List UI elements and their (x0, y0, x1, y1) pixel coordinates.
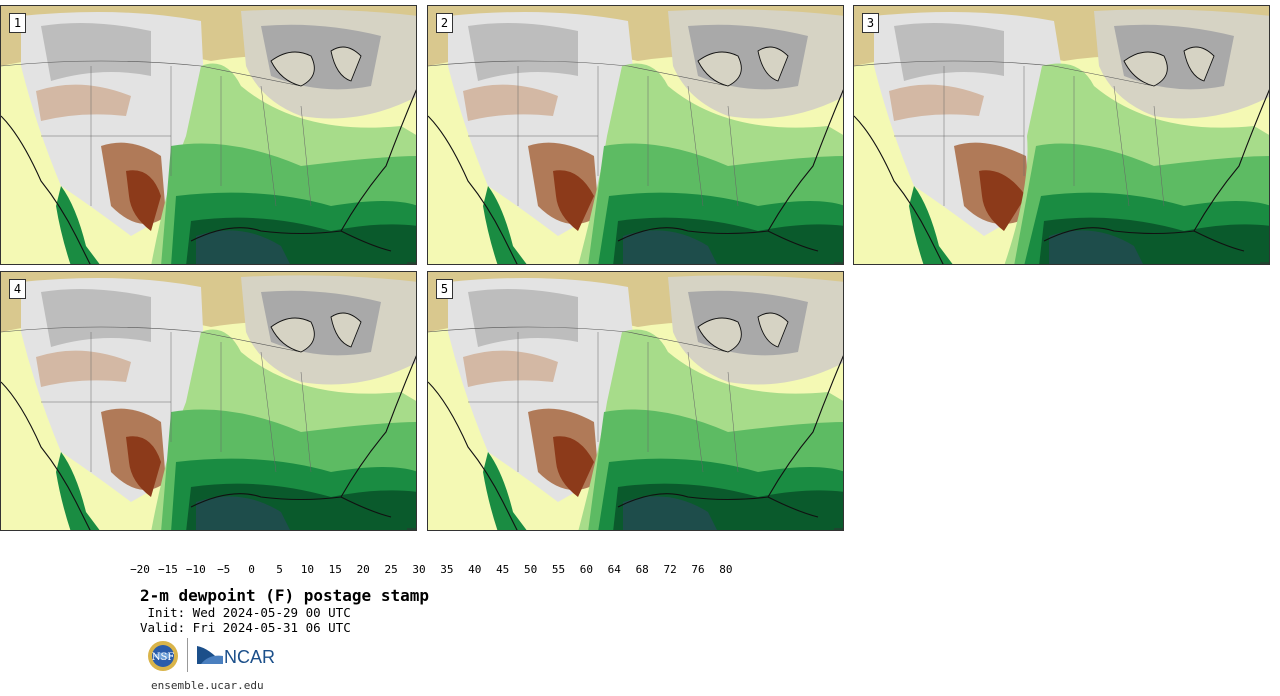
figure-title: 2-m dewpoint (F) postage stamp (140, 586, 429, 605)
valid-time: Valid: Fri 2024-05-31 06 UTC (140, 620, 351, 635)
colorbar-tick-label: 5 (276, 563, 283, 576)
member-number: 5 (436, 279, 453, 299)
ensemble-member-map: 5 (427, 271, 844, 531)
dewpoint-map (428, 272, 843, 530)
member-number: 2 (436, 13, 453, 33)
dewpoint-map (854, 6, 1269, 264)
ensemble-member-map: 4 (0, 271, 417, 531)
colorbar-tick-label: 25 (384, 563, 398, 576)
colorbar-tick-label: 50 (523, 563, 538, 576)
colorbar-tick-label: −5 (217, 563, 231, 576)
colorbar-tick-label: 40 (468, 563, 482, 576)
colorbar-tick-label: 60 (579, 563, 594, 576)
colorbar-tick-label: 35 (440, 563, 454, 576)
ensemble-member-map: 1 (0, 5, 417, 265)
logo-divider (187, 638, 188, 672)
dewpoint-map (1, 6, 416, 264)
member-number: 3 (862, 13, 879, 33)
dewpoint-map (428, 6, 843, 264)
ensemble-member-map: 3 (853, 5, 1270, 265)
member-number: 4 (9, 279, 26, 299)
colorbar-tick-label: −10 (185, 563, 206, 576)
init-time: Init: Wed 2024-05-29 00 UTC (140, 605, 351, 620)
colorbar-tick-label: 55 (551, 563, 566, 576)
dewpoint-map (1, 272, 416, 530)
colorbar-tick-label: 80 (719, 563, 733, 576)
nsf-globe-logo: NSF (148, 641, 178, 671)
colorbar-tick-label: 72 (663, 563, 677, 576)
ncar-logo-text: NCAR (224, 647, 276, 667)
colorbar-tick-label: −15 (157, 563, 178, 576)
ensemble-member-map: 2 (427, 5, 844, 265)
member-number: 1 (9, 13, 26, 33)
colorbar-tick-label: 76 (691, 563, 705, 576)
sponsor-logos: NSF NCAR (145, 638, 275, 676)
colorbar-tick-label: 64 (607, 563, 621, 576)
dewpoint-colorbar (140, 543, 756, 559)
colorbar-tick-label: 0 (248, 563, 255, 576)
colorbar-tick-label: −20 (130, 563, 150, 576)
colorbar-tick-label: 30 (412, 563, 426, 576)
colorbar-tick-label: 10 (300, 563, 315, 576)
colorbar-tick-label: 68 (635, 563, 649, 576)
nsf-logo-text: NSF (152, 652, 175, 663)
colorbar-tick-label: 20 (356, 563, 370, 576)
colorbar-tick-label: 15 (328, 563, 342, 576)
ncar-wave-logo (197, 646, 223, 664)
colorbar-tick-label: 45 (496, 563, 510, 576)
website-link[interactable]: ensemble.ucar.edu (151, 679, 264, 692)
